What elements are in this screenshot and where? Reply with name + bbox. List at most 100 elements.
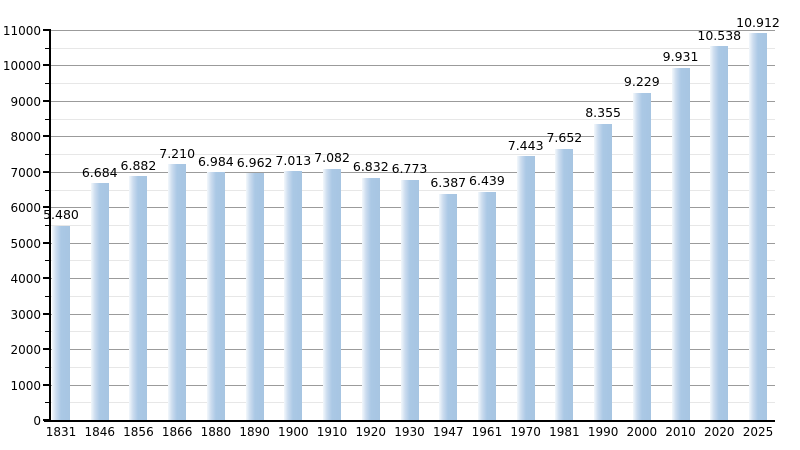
gridline-minor <box>51 118 775 120</box>
y-axis-label: 9000 <box>10 94 41 109</box>
y-tick-minor <box>45 189 49 191</box>
bar <box>245 173 264 420</box>
bar <box>439 193 458 420</box>
y-axis-label: 11000 <box>2 24 41 38</box>
bar-value-label: 10.538 <box>697 27 742 43</box>
x-axis-label: 1920 <box>355 425 387 439</box>
y-tick-major <box>43 64 49 67</box>
bar-value-label: 6.882 <box>120 157 157 173</box>
bar <box>90 183 109 420</box>
y-tick-major <box>43 383 49 386</box>
gridline-minor <box>51 47 775 49</box>
bar <box>594 123 613 420</box>
bar-value-label: 7.210 <box>159 145 196 161</box>
x-axis-label: 1961 <box>471 425 503 439</box>
bar <box>361 177 380 420</box>
x-axis-label: 1880 <box>200 425 232 439</box>
bar-value-label: 7.082 <box>314 150 350 166</box>
bar <box>671 67 690 420</box>
bar <box>400 179 419 420</box>
y-axis-label: 5000 <box>10 236 41 251</box>
bar <box>206 172 225 420</box>
y-tick-minor <box>45 402 49 404</box>
y-tick-major <box>43 99 49 102</box>
gridline-major <box>51 65 775 67</box>
y-tick-minor <box>45 225 49 226</box>
bar <box>555 148 574 420</box>
y-tick-minor <box>45 47 49 49</box>
bar-value-label: 6.387 <box>430 175 467 191</box>
bar <box>168 164 187 420</box>
y-axis-label: 3000 <box>10 307 41 322</box>
x-axis-label: 1930 <box>394 425 425 439</box>
bar-value-label: 10.912 <box>736 14 780 30</box>
x-axis-label: 1990 <box>587 425 619 439</box>
bar <box>323 168 342 420</box>
y-tick-major <box>43 277 49 280</box>
x-axis <box>44 420 775 422</box>
bar <box>632 92 651 420</box>
y-axis-label: 7000 <box>10 165 41 180</box>
y-axis <box>49 29 51 420</box>
bar-value-label: 9.229 <box>623 74 660 90</box>
x-axis-label: 2010 <box>665 425 696 439</box>
x-axis-label: 1831 <box>45 425 77 439</box>
y-tick-major <box>43 241 49 244</box>
bar-value-label: 7.443 <box>507 137 544 153</box>
bar-value-label: 6.439 <box>469 173 505 189</box>
bar <box>129 176 148 420</box>
bar <box>477 191 496 420</box>
gridline-major <box>51 100 775 102</box>
x-axis-label: 2025 <box>742 425 774 439</box>
y-tick-major <box>43 312 49 315</box>
gridline-minor <box>51 83 775 85</box>
x-axis-label: 1947 <box>432 425 464 439</box>
bar-value-label: 6.832 <box>352 159 389 175</box>
gridline-major <box>51 136 775 138</box>
y-axis-label: 6000 <box>10 201 41 216</box>
y-tick-major <box>43 206 49 209</box>
x-axis-label: 1970 <box>510 425 541 439</box>
y-tick-major <box>43 29 49 31</box>
y-axis-label: 10000 <box>2 59 41 74</box>
y-tick-minor <box>45 295 49 297</box>
x-axis-label: 1866 <box>161 425 193 439</box>
bar-value-label: 6.684 <box>81 164 118 180</box>
bar-value-label: 6.984 <box>197 153 234 169</box>
gridline-major <box>51 30 775 31</box>
bar <box>52 225 70 420</box>
y-tick-minor <box>45 154 49 156</box>
x-axis-label: 2000 <box>626 425 658 439</box>
y-tick-minor <box>45 366 49 368</box>
y-tick-major <box>43 419 49 421</box>
y-tick-minor <box>45 83 49 85</box>
y-tick-minor <box>45 118 49 120</box>
bar <box>284 171 303 420</box>
x-axis-label: 1890 <box>239 425 270 439</box>
y-axis-label: 0 <box>33 414 41 428</box>
x-axis-label: 1900 <box>278 425 309 439</box>
x-axis-label: 2020 <box>703 425 735 439</box>
y-tick-major <box>43 170 49 173</box>
x-axis-label: 1910 <box>316 425 348 439</box>
y-axis-label: 4000 <box>10 272 41 287</box>
y-axis-label: 2000 <box>10 343 41 358</box>
bar <box>710 46 729 420</box>
bar <box>516 156 535 420</box>
gridline-minor <box>51 154 775 156</box>
bar-value-label: 9.931 <box>662 49 699 65</box>
bar-value-label: 8.355 <box>585 105 622 121</box>
x-axis-label: 1846 <box>84 425 115 439</box>
gridline-major <box>51 171 775 173</box>
bar-value-label: 7.013 <box>275 152 312 168</box>
y-axis-label: 1000 <box>10 378 41 393</box>
bar-value-label: 6.962 <box>236 154 273 170</box>
bar-value-label: 6.773 <box>391 161 428 177</box>
bar <box>749 33 767 420</box>
y-axis-label: 8000 <box>10 130 41 145</box>
plot-area: 0 1000 2000 3000 4000 5000 6000 7000 8000 9000 100… <box>3 16 780 438</box>
x-axis-label: 1981 <box>549 425 580 439</box>
y-tick-minor <box>45 331 49 333</box>
bar-value-label: 7.652 <box>546 130 583 146</box>
